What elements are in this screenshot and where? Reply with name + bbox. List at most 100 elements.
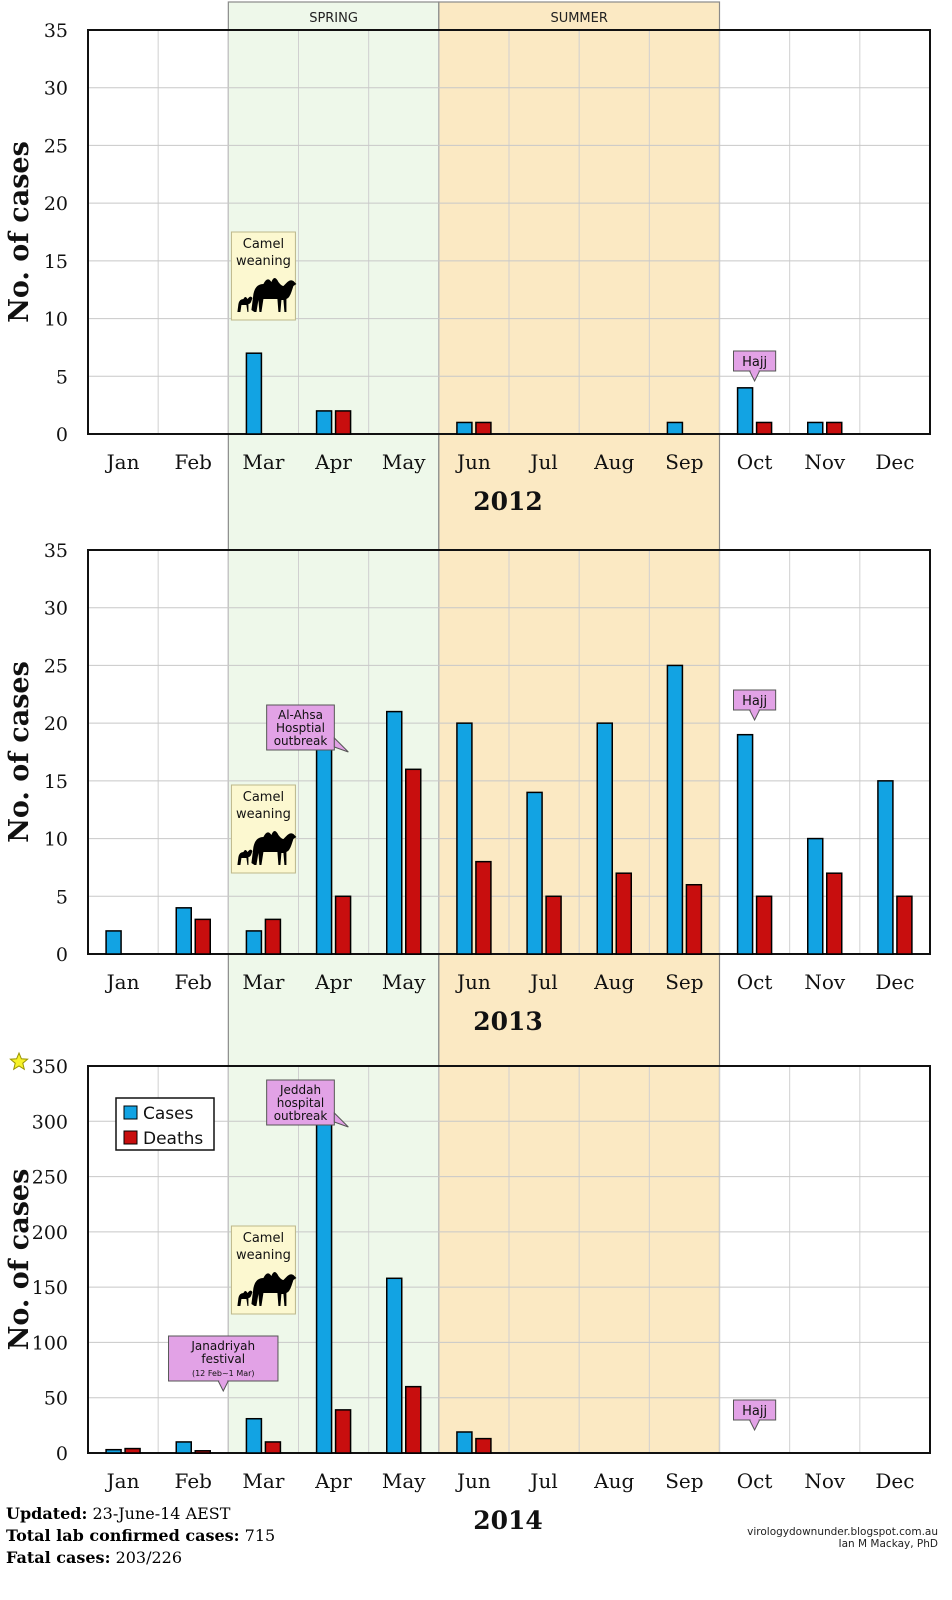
y-tick-label: 0 [56,944,68,966]
hajj-callout-line-0: Hajj [742,694,767,709]
fatal-cases-line: Fatal cases: 203/226 [6,1548,183,1567]
bar-deaths-Nov [826,872,843,955]
x-tick-label: Feb [175,1469,212,1493]
bar-cases-Dec [877,780,894,955]
bar-cases-Mar [245,1417,263,1454]
bar-cases-Oct [736,387,754,435]
bar-deaths-Aug [615,872,632,955]
bar-cases-Apr [315,410,333,435]
outbreak-callout-box [266,704,335,751]
bar-deaths-May [405,768,422,955]
spring-label: SPRING [309,11,358,26]
outbreak-callout-line-2: outbreak [274,1109,328,1123]
y-axis-label: No. of cases [4,661,35,843]
bar-cases-Feb [175,1441,192,1454]
bar-deaths-Sep [685,883,703,955]
bar-cases-Oct [736,733,754,955]
camel-weaning-callout: Camel weaning [230,1225,297,1315]
festival-callout-box [168,1335,279,1382]
y-tick-label: 150 [32,1277,68,1299]
bar-cases-Jan [105,930,122,955]
camel-weaning-callout-line-0: Camel [243,790,284,805]
x-tick-label: Nov [804,450,846,474]
y-tick-label: 30 [44,598,68,620]
legend-label-cases: Cases [143,1104,194,1124]
bar-deaths-Feb [194,1450,211,1454]
bar-deaths-Mar [264,1441,282,1454]
outbreak-callout-line-0: Jeddah [279,1083,321,1097]
x-tick-label: Oct [737,1469,773,1493]
chart-2012: 0 5 10 15 20 25 30 35 No. of cases Jan Feb Mar Apr Ma… [4,20,931,516]
y-tick-label: 0 [56,1443,68,1465]
x-tick-label: Nov [804,1469,846,1493]
bar-deaths-Apr [334,1409,352,1454]
x-tick-label: Dec [875,450,914,474]
y-axis-label: No. of cases [4,141,35,323]
y-tick-label: 300 [32,1111,68,1133]
outbreak-callout-pointer [333,1111,349,1128]
festival-callout-pointer [217,1380,230,1393]
legend-swatch-cases [123,1105,138,1120]
y-tick-label: 350 [32,1056,68,1078]
y-tick-label: 20 [44,193,68,215]
bar-deaths-Apr [334,895,352,955]
plot-frame [87,29,931,435]
credit: virologydownunder.blogspot.com.au Ian M … [747,1526,938,1550]
bar-cases-May [386,1277,403,1454]
footer-stats: Updated: 23-June-14 AEST Total lab confi… [6,1503,275,1569]
y-tick-label: 50 [44,1388,68,1410]
x-tick-label: Aug [593,970,634,994]
y-tick-label: 30 [44,78,68,100]
festival-callout-line-1: festival [201,1352,245,1366]
plot-frame [87,1065,931,1454]
bar-cases-Nov [807,421,824,435]
festival-callout-line-2: (12 Feb~1 Mar) [192,1369,255,1378]
camel-weaning-callout: Camel weaning [230,231,297,321]
camel-weaning-callout-line-0: Camel [243,1231,284,1246]
y-tick-label: 5 [56,886,68,908]
y-tick-label: 25 [44,135,68,157]
chart-2013: 0 5 10 15 20 25 30 35 No. of cases Jan Feb Mar Apr Ma… [4,540,931,1036]
x-tick-label: Aug [593,1469,634,1493]
y-tick-label: 20 [44,713,68,735]
bar-cases-Sep [666,421,684,435]
outbreak-callout-line-2: outbreak [274,734,328,748]
outbreak-callout-line-1: Hosptial [276,721,325,735]
updated-line: Updated: 23-June-14 AEST [6,1504,231,1523]
bar-cases-Jul [526,791,543,955]
credit-author: Ian M Mackay, PhD [838,1538,938,1550]
y-tick-label: 250 [32,1167,68,1189]
camel-weaning-callout: Camel weaning [230,784,297,874]
x-tick-label: Sep [665,450,703,474]
x-tick-label: Feb [175,450,212,474]
x-tick-label: Jun [455,450,491,474]
bar-cases-Nov [807,837,824,955]
y-tick-label: 0 [56,424,68,446]
x-tick-label: Oct [737,450,773,474]
hajj-callout: Hajj [733,350,777,383]
x-tick-label: Feb [175,970,212,994]
y-tick-label: 100 [32,1332,68,1354]
chart-2014: 0 50 100 150 200 250 300 350 No. of cases Jan Feb M… [4,1051,931,1535]
x-tick-label: Sep [665,970,703,994]
x-tick-label: Apr [314,450,352,474]
bar-cases-May [386,710,403,955]
camel-weaning-callout-line-1: weaning [236,807,291,822]
hajj-callout-pointer [748,709,761,722]
y-tick-label: 5 [56,366,68,388]
y-tick-label: 25 [44,655,68,677]
bar-deaths-Jan [124,1447,141,1454]
x-tick-label: May [382,970,426,994]
legend-swatch-deaths [123,1130,138,1145]
total-cases-line: Total lab confirmed cases: 715 [6,1526,276,1545]
y-tick-label: 35 [44,540,68,562]
y-axis-label: No. of cases [4,1169,35,1351]
hajj-callout: Hajj [733,1399,777,1432]
bar-deaths-Jun [475,421,492,435]
outbreak-callout-box [266,1079,335,1126]
camel-weaning-callout-line-0: Camel [243,237,284,252]
bar-cases-Jun [456,722,473,955]
x-tick-label: May [382,450,426,474]
